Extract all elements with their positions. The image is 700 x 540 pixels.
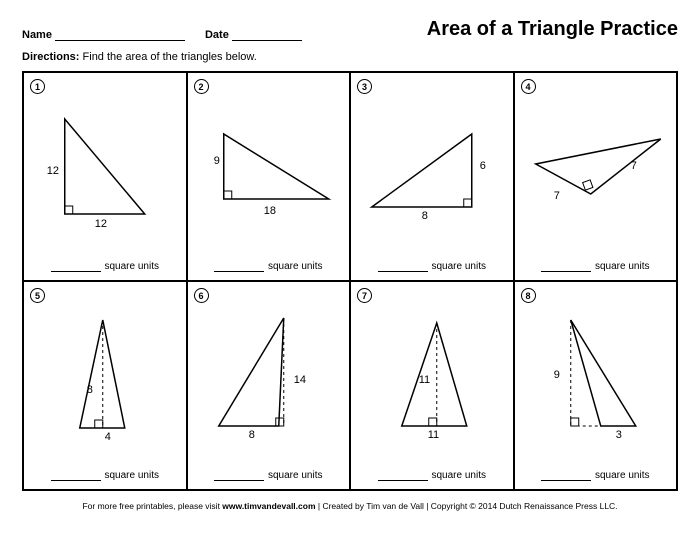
name-line[interactable]	[55, 29, 185, 41]
header: Name Date Area of a Triangle Practice	[22, 18, 678, 41]
svg-text:14: 14	[293, 374, 305, 386]
cell-3: 3 68 square units	[350, 72, 514, 281]
svg-text:18: 18	[263, 205, 275, 217]
svg-text:9: 9	[553, 369, 559, 381]
cell-4: 4 77 square units	[514, 72, 678, 281]
answer-label: square units	[105, 470, 159, 481]
name-field: Name	[22, 29, 185, 41]
triangle-8: 93	[515, 308, 677, 443]
directions: Directions: Find the area of the triangl…	[22, 51, 678, 63]
svg-text:8: 8	[248, 429, 254, 441]
cell-number: 1	[30, 79, 45, 94]
answer-label: square units	[595, 470, 649, 481]
svg-text:4: 4	[105, 431, 111, 443]
svg-text:12: 12	[47, 165, 59, 177]
answer-1: square units	[24, 261, 186, 272]
cell-number: 6	[194, 288, 209, 303]
cell-number: 8	[521, 288, 536, 303]
triangle-1: 12 12	[24, 99, 186, 234]
answer-3: square units	[351, 261, 513, 272]
cell-1: 1 12 12 square units	[23, 72, 187, 281]
answer-label: square units	[432, 470, 486, 481]
triangle-4: 77	[515, 99, 677, 234]
cell-8: 8 93 square units	[514, 281, 678, 490]
date-label: Date	[205, 29, 229, 41]
svg-text:6: 6	[480, 160, 486, 172]
date-line[interactable]	[232, 29, 302, 41]
cell-number: 7	[357, 288, 372, 303]
triangle-3: 68	[351, 99, 513, 234]
footer: For more free printables, please visit w…	[22, 501, 678, 511]
svg-text:11: 11	[419, 374, 430, 386]
svg-text:8: 8	[87, 384, 93, 396]
triangle-5: 84	[24, 308, 186, 443]
problem-grid: 1 12 12 square units 2 918 square units …	[22, 71, 678, 491]
answer-line[interactable]	[378, 262, 428, 272]
name-label: Name	[22, 29, 52, 41]
svg-text:12: 12	[95, 218, 107, 230]
answer-label: square units	[432, 261, 486, 272]
answer-5: square units	[24, 470, 186, 481]
cell-number: 2	[194, 79, 209, 94]
svg-text:3: 3	[615, 429, 621, 441]
answer-line[interactable]	[51, 262, 101, 272]
date-field: Date	[205, 29, 302, 41]
answer-label: square units	[105, 261, 159, 272]
answer-label: square units	[268, 261, 322, 272]
answer-line[interactable]	[541, 471, 591, 481]
answer-line[interactable]	[51, 471, 101, 481]
svg-text:8: 8	[422, 210, 428, 222]
cell-number: 3	[357, 79, 372, 94]
answer-label: square units	[595, 261, 649, 272]
svg-text:11: 11	[428, 429, 439, 441]
svg-text:7: 7	[630, 160, 636, 172]
cell-6: 6 14 8 square units	[187, 281, 351, 490]
cell-number: 5	[30, 288, 45, 303]
directions-text: Find the area of the triangles below.	[79, 51, 256, 63]
answer-line[interactable]	[541, 262, 591, 272]
answer-line[interactable]	[214, 262, 264, 272]
cell-2: 2 9 18 square units	[187, 72, 351, 281]
answer-7: square units	[351, 470, 513, 481]
answer-8: square units	[515, 470, 677, 481]
answer-6: square units	[188, 470, 350, 481]
svg-text:9: 9	[213, 155, 219, 167]
triangle-7: 11 11	[351, 308, 513, 443]
page-title: Area of a Triangle Practice	[427, 18, 678, 41]
directions-label: Directions:	[22, 51, 79, 63]
answer-4: square units	[515, 261, 677, 272]
triangle-6: 14 8	[188, 308, 350, 443]
answer-line[interactable]	[214, 471, 264, 481]
cell-5: 5 84 square units	[23, 281, 187, 490]
cell-7: 7 11 11 square units	[350, 281, 514, 490]
triangle-2: 9 18	[188, 99, 350, 234]
answer-label: square units	[268, 470, 322, 481]
cell-number: 4	[521, 79, 536, 94]
svg-text:7: 7	[553, 190, 559, 202]
answer-line[interactable]	[378, 471, 428, 481]
answer-2: square units	[188, 261, 350, 272]
